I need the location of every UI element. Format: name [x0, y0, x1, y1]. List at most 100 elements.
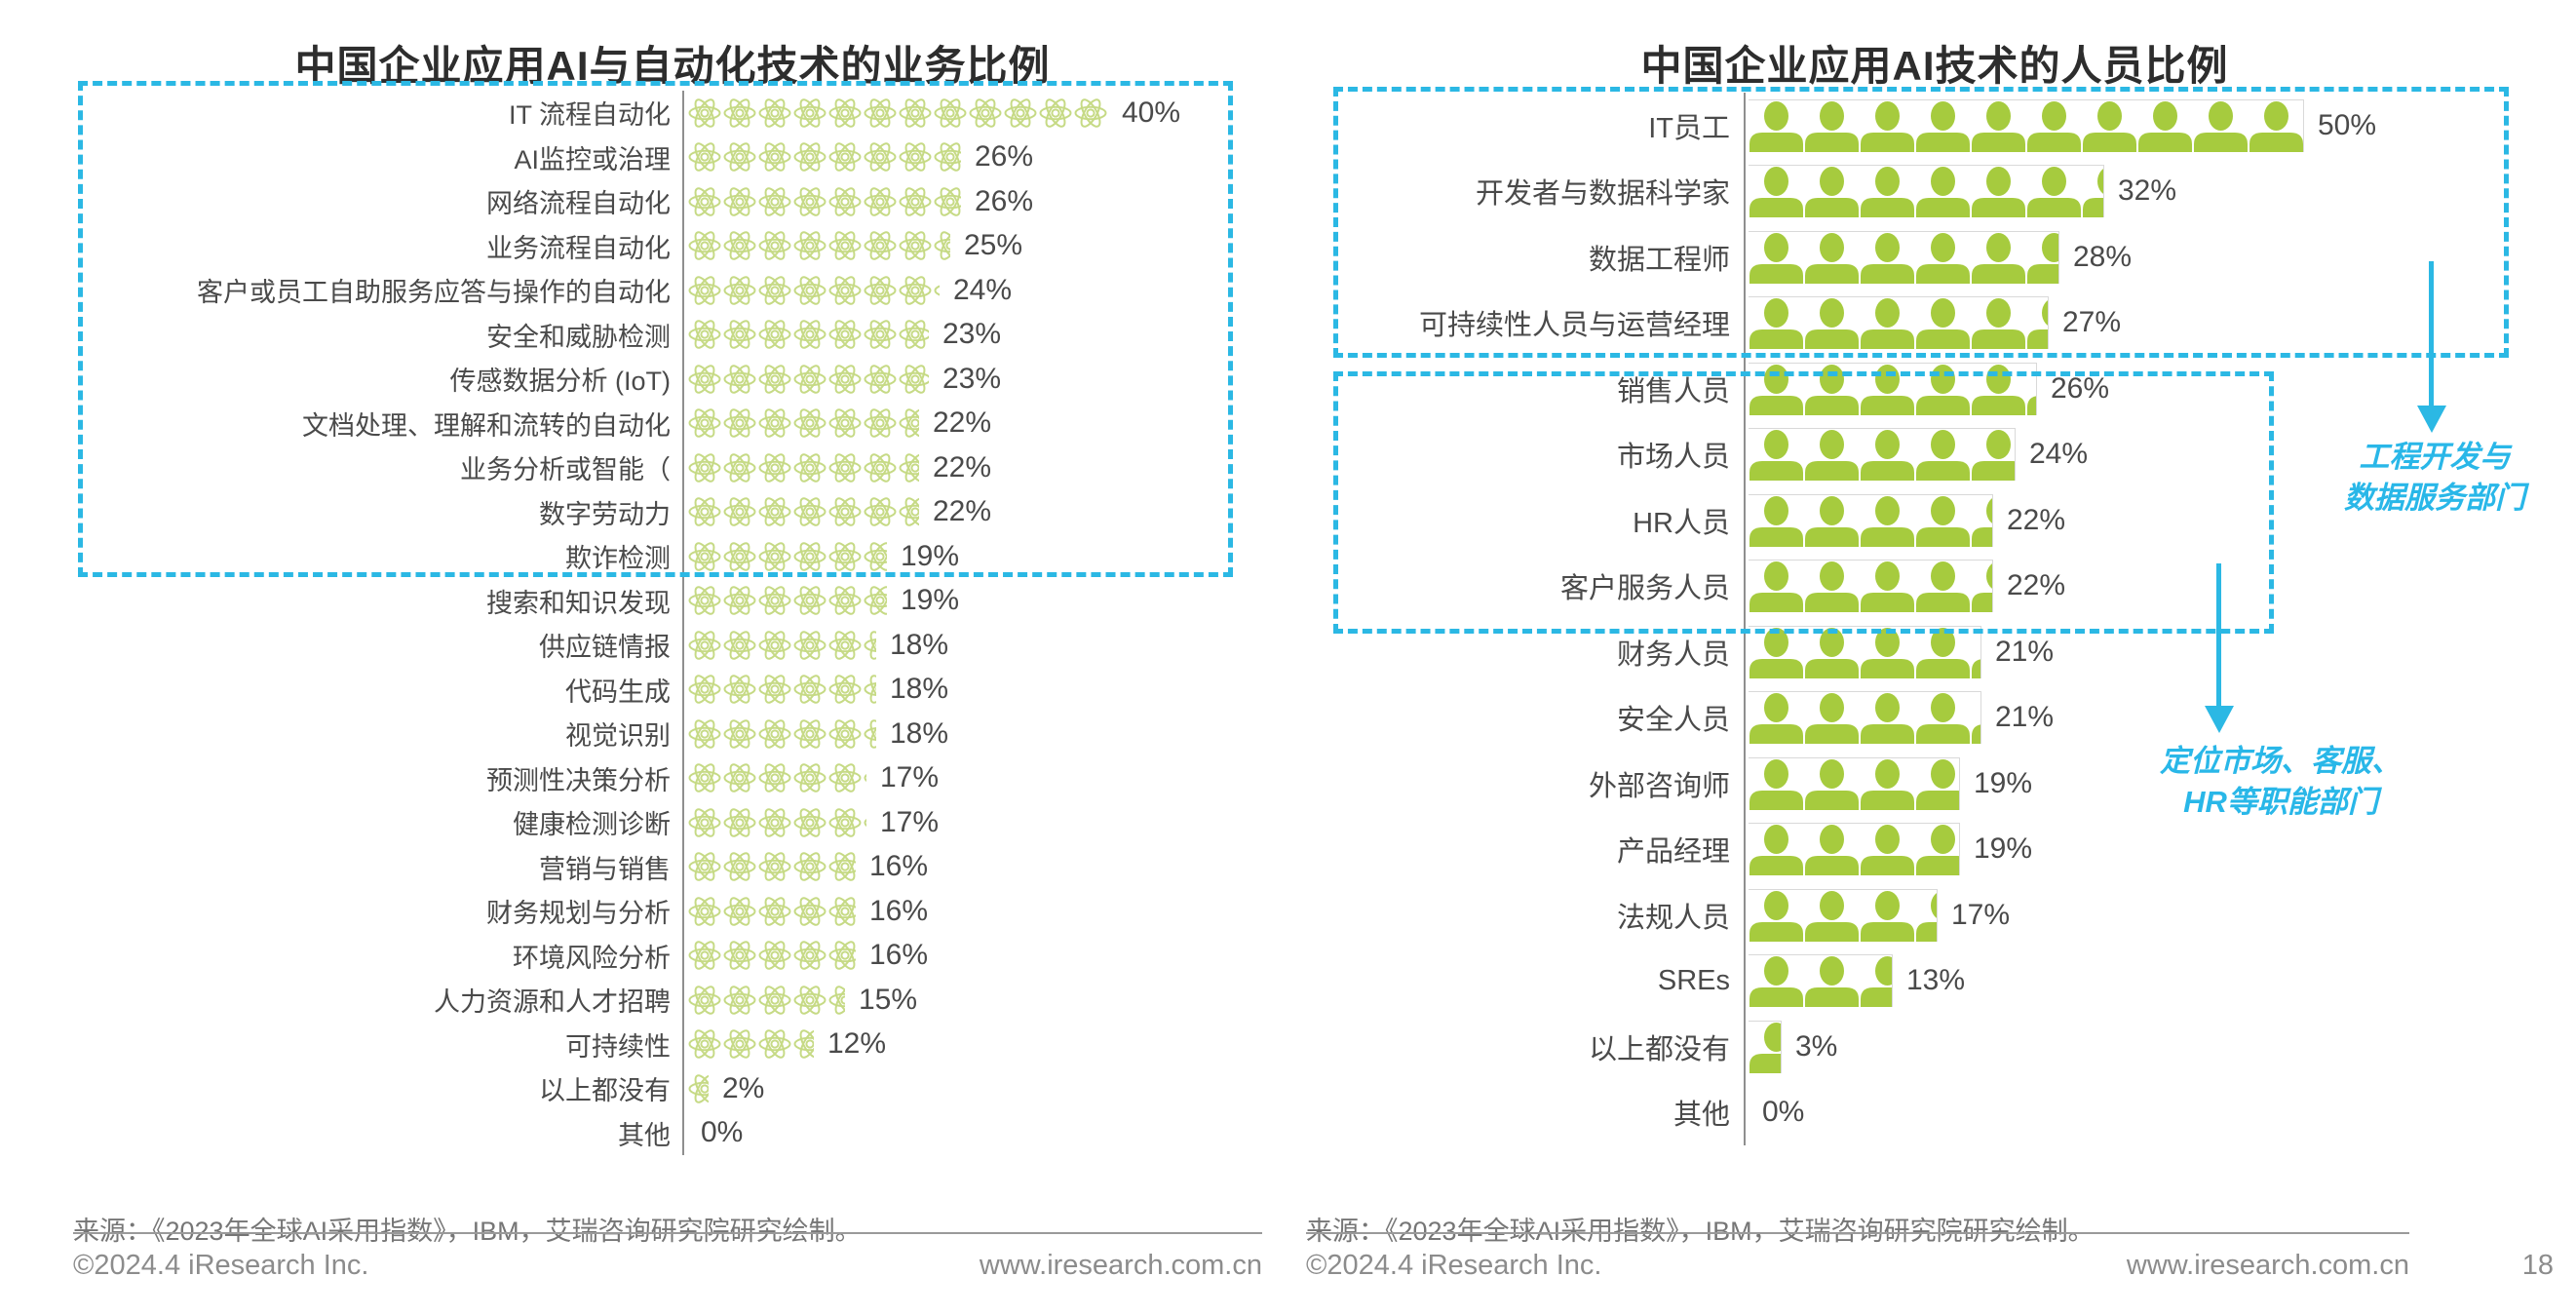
person-icon — [2083, 100, 2136, 152]
atom-icon — [758, 938, 791, 973]
person-icon — [1749, 627, 1803, 678]
row-label: 供应链情报 — [539, 633, 671, 663]
row-label: IT 流程自动化 — [508, 100, 671, 131]
atom-icon — [828, 628, 862, 663]
atom-icon — [688, 362, 721, 397]
atom-icon — [864, 139, 897, 174]
person-icon — [1972, 627, 1980, 678]
atom-icon — [723, 938, 756, 973]
person-icon — [1805, 364, 1859, 415]
chart-row: 市场人员 24% — [1306, 421, 2563, 487]
person-icon — [1749, 298, 1803, 350]
row-value: 24% — [953, 273, 1013, 306]
atom-icon — [758, 628, 791, 663]
atom-icon — [723, 96, 756, 131]
atom-icon — [793, 450, 827, 485]
row-value: 18% — [890, 716, 949, 750]
row-value: 12% — [827, 1027, 887, 1061]
atom-icon — [828, 494, 862, 529]
pictogram-bar — [687, 670, 876, 709]
person-icon — [1972, 364, 2025, 415]
pictogram-bar — [687, 448, 919, 487]
row-value: 23% — [942, 362, 1002, 395]
row-value: 23% — [942, 318, 1002, 351]
atom-icon — [793, 983, 827, 1018]
chart-row: 网络流程自动化 26% — [81, 179, 1231, 224]
row-label: 数字劳动力 — [539, 499, 671, 529]
person-icon — [1861, 100, 1914, 152]
row-label: 销售人员 — [1616, 375, 1730, 407]
bar-area: 21% — [1744, 684, 2563, 751]
row-value: 26% — [2051, 371, 2110, 405]
atom-icon — [793, 716, 827, 752]
atom-icon — [864, 494, 897, 529]
row-label: SREs — [1657, 964, 1730, 996]
atom-icon — [688, 406, 721, 441]
atom-icon — [723, 228, 756, 263]
atom-icon — [864, 362, 897, 397]
bar-area: 22% — [682, 401, 1231, 445]
row-label: 业务分析或智能（ — [460, 455, 671, 485]
atom-icon — [758, 716, 791, 752]
chart-row: 代码生成 18% — [81, 667, 1231, 712]
atom-icon — [793, 539, 827, 574]
chart-row: IT 流程自动化 40% — [81, 91, 1231, 135]
row-label: 以上都没有 — [539, 1076, 671, 1106]
person-icon — [1749, 100, 1803, 152]
row-value: 50% — [2318, 108, 2377, 141]
row-label: 搜索和知识发现 — [486, 588, 671, 618]
person-icon — [1916, 100, 1970, 152]
atom-icon — [793, 228, 827, 263]
atom-icon — [899, 184, 932, 219]
atom-icon — [899, 362, 929, 397]
bar-area: 0% — [1744, 1079, 2563, 1145]
person-icon — [1916, 430, 1970, 482]
bar-area: 24% — [682, 268, 1231, 313]
chart-row: 营销与销售 16% — [81, 844, 1231, 889]
row-label: 可持续性 — [565, 1031, 671, 1062]
bar-area: 19% — [682, 534, 1231, 579]
pictogram-bar — [1749, 428, 2016, 482]
atom-icon — [688, 1071, 709, 1106]
atom-icon — [1039, 96, 1072, 131]
pictogram-bar — [687, 94, 1108, 133]
atom-icon — [688, 716, 721, 752]
atom-icon — [688, 139, 721, 174]
person-icon — [1749, 693, 1803, 745]
bar-area: 23% — [682, 357, 1231, 402]
person-icon — [1861, 364, 1914, 415]
atom-icon — [864, 628, 876, 663]
row-value: 21% — [1995, 701, 2055, 734]
row-label: 安全和威胁检测 — [486, 322, 671, 352]
atom-icon — [723, 539, 756, 574]
down-arrow-icon — [2429, 261, 2434, 407]
bar-area: 18% — [682, 667, 1231, 712]
atom-icon — [828, 938, 856, 973]
right-website-link[interactable]: www.iresearch.com.cn — [2126, 1250, 2409, 1281]
atom-icon — [828, 583, 862, 618]
atom-icon — [828, 273, 862, 308]
chart-row: 健康检测诊断 17% — [81, 800, 1231, 845]
row-value: 40% — [1122, 96, 1181, 129]
row-value: 3% — [1795, 1029, 1838, 1063]
row-label: 财务人员 — [1616, 638, 1730, 671]
pictogram-bar — [1749, 230, 2059, 284]
atom-icon — [723, 1026, 756, 1062]
chart-row: IT员工 50% — [1306, 93, 2563, 159]
bar-area: 22% — [1744, 487, 2563, 554]
row-value: 0% — [1762, 1096, 1805, 1129]
chart-row: 外部咨询师 19% — [1306, 751, 2563, 817]
person-icon — [1916, 890, 1937, 942]
person-icon — [1805, 430, 1859, 482]
atom-icon — [723, 273, 756, 308]
atom-icon — [688, 983, 721, 1018]
pictogram-bar — [1749, 823, 1960, 876]
person-icon — [1916, 364, 1970, 415]
chart-row: 人力资源和人才招聘 15% — [81, 978, 1231, 1023]
chart-row: 预测性决策分析 17% — [81, 755, 1231, 800]
left-website-link[interactable]: www.iresearch.com.cn — [979, 1250, 1262, 1281]
row-label: 产品经理 — [1616, 836, 1730, 869]
atom-icon — [899, 96, 932, 131]
atom-icon — [723, 805, 756, 840]
person-icon — [1749, 232, 1803, 284]
